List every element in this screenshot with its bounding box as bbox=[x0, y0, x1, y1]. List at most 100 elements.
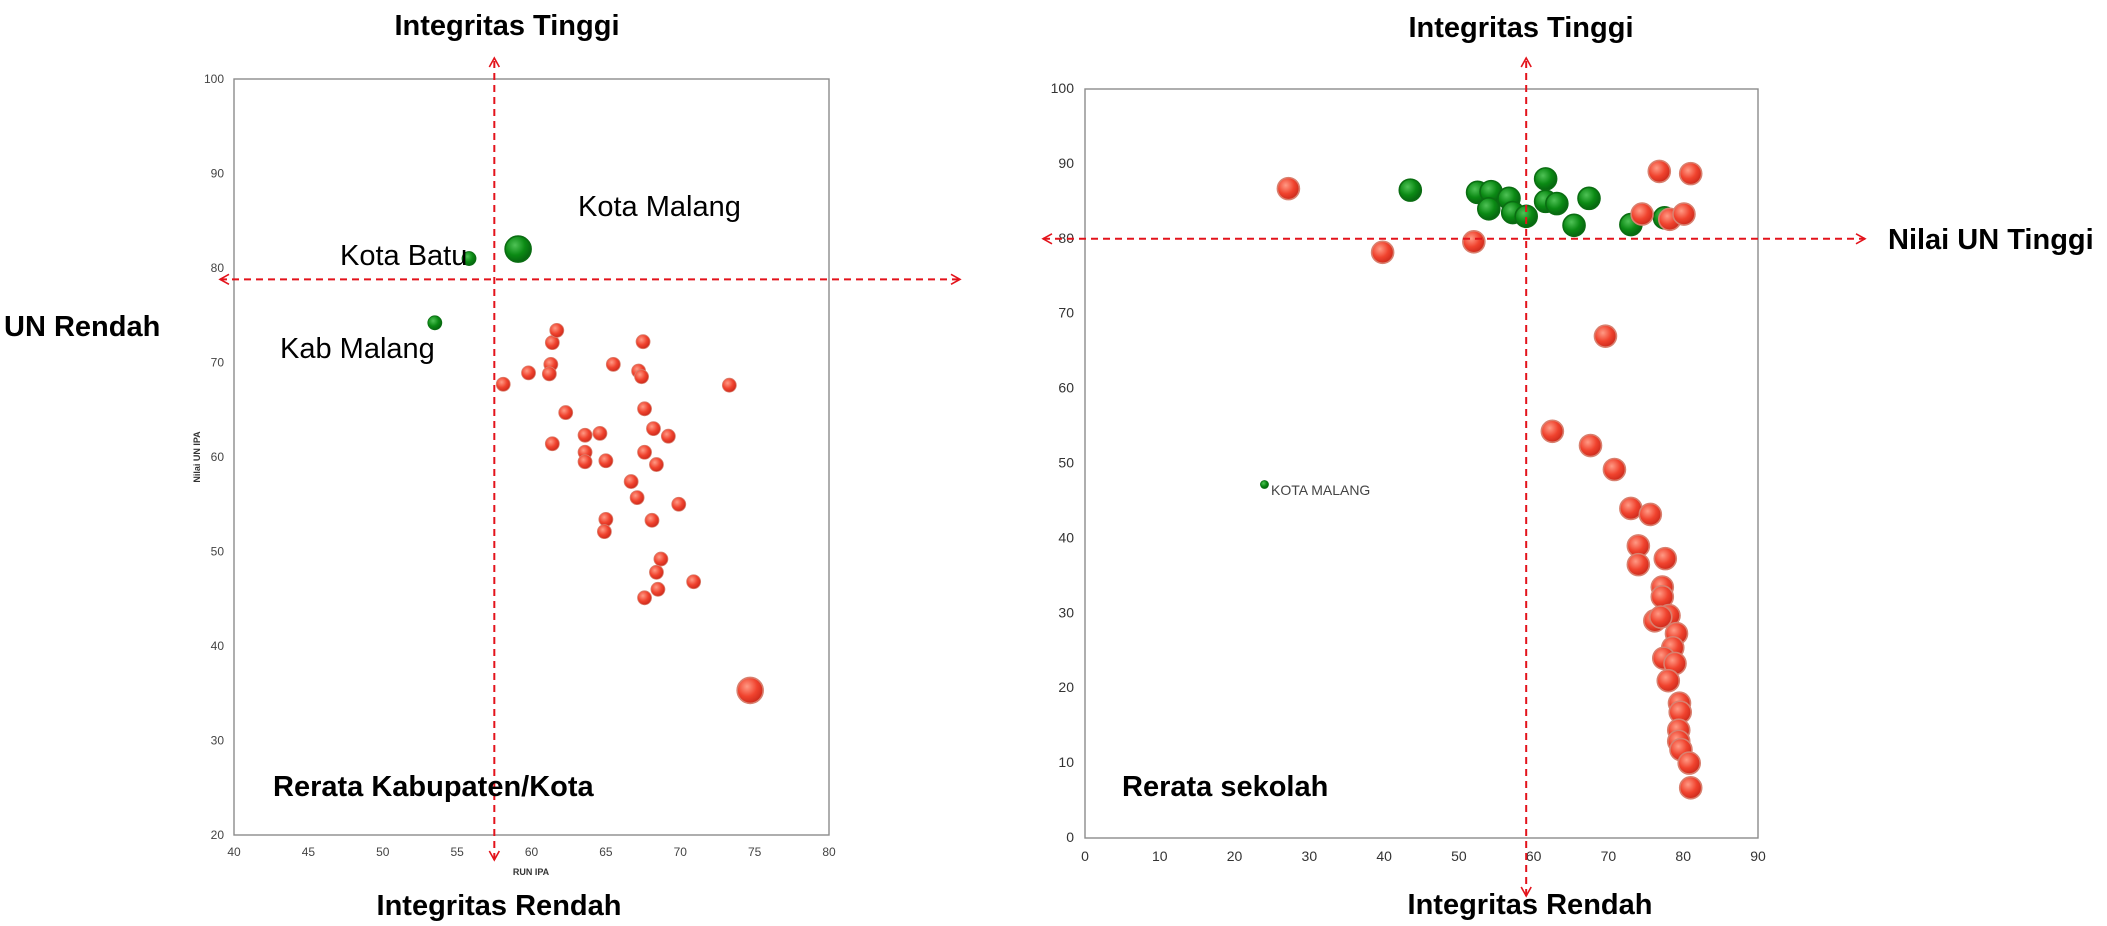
left-top-label: Integritas Tinggi bbox=[394, 10, 619, 42]
right-data-points bbox=[1260, 159, 1703, 800]
left-x-tick-55: 55 bbox=[450, 845, 464, 859]
right-y-tick-60: 60 bbox=[1058, 380, 1074, 396]
left-y-tick-70: 70 bbox=[211, 356, 225, 370]
left-x-tick-labels: 40 45 50 55 60 65 70 75 80 bbox=[227, 845, 836, 859]
left-red-point bbox=[634, 369, 649, 385]
left-green-point bbox=[461, 251, 477, 266]
left-y-axis-title: Nilai UN IPA bbox=[192, 431, 202, 483]
right-x-tick-40: 40 bbox=[1376, 848, 1392, 864]
left-y-tick-60: 60 bbox=[211, 450, 225, 464]
left-y-tick-100: 100 bbox=[204, 72, 224, 86]
left-annotation-kota-batu: Kota Batu bbox=[340, 240, 467, 272]
right-y-tick-70: 70 bbox=[1058, 305, 1074, 321]
left-chart-panel: 20 30 40 50 60 70 80 90 100 40 45 50 55 60 65 70 75 80 N… bbox=[4, 10, 962, 922]
right-y-tick-90: 90 bbox=[1058, 155, 1074, 171]
right-red-point bbox=[1540, 419, 1565, 444]
right-annotation-kota-malang: KOTA MALANG bbox=[1271, 482, 1370, 498]
right-x-tick-10: 10 bbox=[1152, 848, 1168, 864]
left-plot-frame bbox=[233, 78, 830, 836]
right-red-point bbox=[1653, 546, 1678, 571]
right-top-label: Integritas Tinggi bbox=[1408, 12, 1633, 44]
left-red-point bbox=[660, 428, 676, 444]
right-red-point bbox=[1602, 457, 1627, 482]
left-red-point bbox=[598, 453, 614, 469]
left-green-point bbox=[504, 235, 532, 263]
left-x-tick-70: 70 bbox=[674, 845, 688, 859]
left-red-point bbox=[721, 377, 737, 393]
left-red-point bbox=[646, 421, 661, 437]
right-green-point bbox=[1477, 197, 1501, 221]
left-red-point bbox=[577, 454, 593, 470]
right-x-tick-labels: 0 10 20 30 40 50 60 70 80 90 bbox=[1081, 848, 1766, 864]
left-red-point bbox=[736, 676, 764, 705]
right-y-tick-0: 0 bbox=[1066, 829, 1074, 845]
left-annotations: Kota Malang Kota Batu Kab Malang bbox=[280, 191, 741, 365]
left-red-point bbox=[605, 356, 621, 372]
left-side-label: UN Rendah bbox=[4, 311, 160, 343]
right-y-tick-100: 100 bbox=[1051, 80, 1075, 96]
right-red-point bbox=[1678, 776, 1703, 800]
right-bottom-label: Integritas Rendah bbox=[1408, 889, 1653, 921]
left-annotation-kab-malang: Kab Malang bbox=[280, 333, 435, 365]
left-x-tick-80: 80 bbox=[822, 845, 836, 859]
left-y-tick-30: 30 bbox=[211, 734, 225, 748]
right-x-tick-0: 0 bbox=[1081, 848, 1089, 864]
left-y-tick-90: 90 bbox=[211, 167, 225, 181]
left-x-axis-title: RUN IPA bbox=[513, 867, 550, 877]
right-red-point bbox=[1672, 202, 1696, 226]
right-red-point bbox=[1678, 161, 1703, 186]
left-x-tick-45: 45 bbox=[302, 845, 316, 859]
right-green-point bbox=[1577, 186, 1601, 211]
right-y-tick-30: 30 bbox=[1058, 604, 1074, 620]
left-x-tick-75: 75 bbox=[748, 845, 762, 859]
right-x-tick-50: 50 bbox=[1451, 848, 1467, 864]
right-red-point bbox=[1276, 176, 1301, 201]
left-red-point bbox=[649, 457, 664, 472]
left-annotation-kota-malang: Kota Malang bbox=[578, 191, 741, 223]
right-red-point bbox=[1647, 159, 1672, 184]
right-x-tick-80: 80 bbox=[1675, 848, 1691, 864]
right-panel-label: Rerata sekolah bbox=[1122, 771, 1328, 803]
left-red-point bbox=[650, 581, 666, 597]
left-red-point bbox=[649, 564, 664, 580]
right-annotations: KOTA MALANG bbox=[1271, 482, 1370, 498]
left-red-point bbox=[598, 511, 614, 527]
left-red-point bbox=[653, 551, 669, 567]
left-red-point bbox=[596, 524, 612, 540]
right-red-point bbox=[1626, 552, 1651, 577]
right-x-tick-30: 30 bbox=[1302, 848, 1318, 864]
left-y-tick-50: 50 bbox=[211, 545, 225, 559]
left-x-tick-60: 60 bbox=[525, 845, 539, 859]
right-red-point bbox=[1462, 229, 1486, 254]
left-red-point bbox=[671, 496, 687, 512]
left-red-point bbox=[549, 322, 565, 338]
left-red-point bbox=[644, 512, 660, 528]
left-red-point bbox=[635, 334, 651, 350]
right-red-point bbox=[1638, 502, 1663, 527]
right-red-point bbox=[1578, 433, 1603, 458]
right-red-point bbox=[1370, 240, 1395, 265]
left-x-tick-40: 40 bbox=[227, 845, 241, 859]
left-y-tick-40: 40 bbox=[211, 639, 225, 653]
right-green-point bbox=[1398, 178, 1423, 202]
right-red-point bbox=[1630, 202, 1654, 226]
right-x-tick-70: 70 bbox=[1601, 848, 1617, 864]
left-red-point bbox=[592, 425, 608, 441]
left-red-point bbox=[577, 427, 593, 443]
left-red-point bbox=[541, 366, 557, 382]
right-red-point bbox=[1619, 496, 1643, 521]
left-red-point bbox=[637, 590, 652, 606]
right-x-tick-60: 60 bbox=[1526, 848, 1542, 864]
left-red-point bbox=[521, 365, 536, 381]
left-red-point bbox=[686, 574, 702, 590]
right-green-point bbox=[1260, 480, 1269, 489]
right-red-point bbox=[1593, 324, 1618, 348]
left-x-tick-65: 65 bbox=[599, 845, 613, 859]
left-bottom-label: Integritas Rendah bbox=[377, 890, 622, 922]
right-y-tick-40: 40 bbox=[1058, 529, 1074, 545]
left-red-point bbox=[623, 474, 639, 489]
right-y-tick-50: 50 bbox=[1058, 455, 1074, 471]
